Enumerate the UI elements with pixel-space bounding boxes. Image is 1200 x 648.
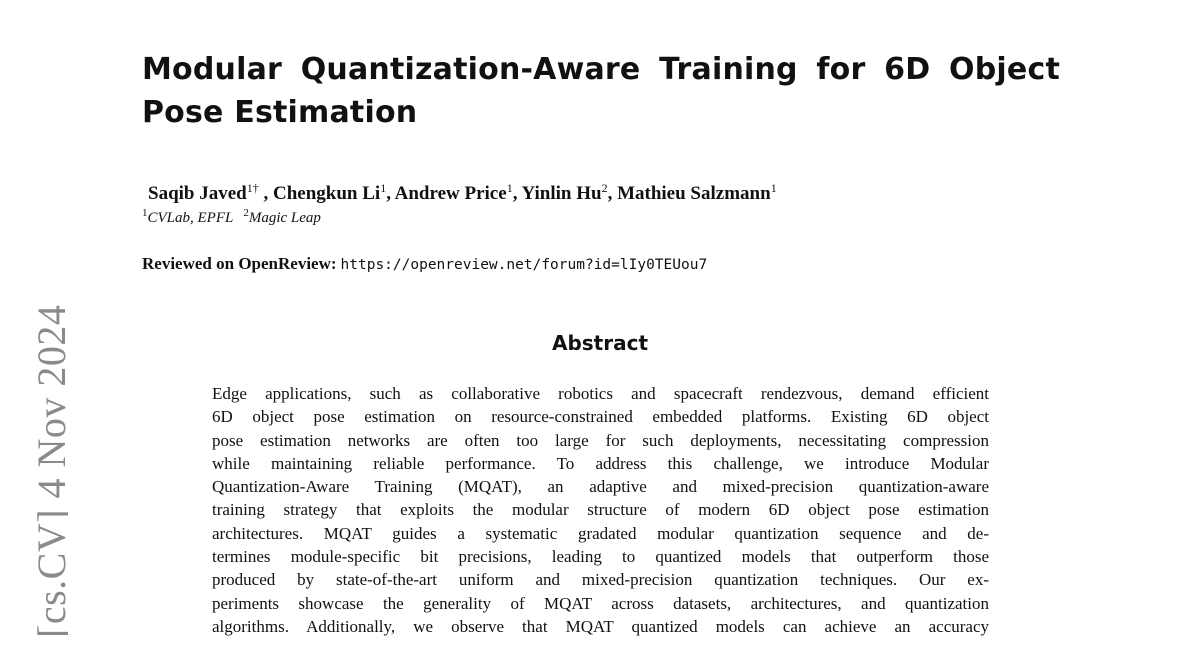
abstract-line: architectures. MQAT guides a systematic … — [212, 523, 989, 543]
author-name: Saqib Javed — [148, 183, 247, 204]
abstract-line: termines module-specific bit precisions,… — [212, 547, 989, 567]
author-affiliation-mark: 1† — [246, 181, 259, 195]
author-name: Andrew Price — [394, 183, 507, 204]
author-list: Saqib Javed1† , Chengkun Li1, Andrew Pri… — [148, 182, 777, 206]
abstract-line: produced by state-of-the-art uniform and… — [212, 570, 989, 590]
paper-title: Modular Quantization-Aware Training for … — [142, 52, 1060, 130]
author-separator: , — [386, 183, 395, 204]
abstract-line: periments showcase the generality of MQA… — [212, 593, 989, 613]
abstract-line: while maintaining reliable performance. … — [212, 453, 989, 473]
abstract-body: Edge applications, such as collaborative… — [212, 382, 989, 638]
author-affiliation-mark: 1 — [770, 181, 777, 195]
abstract-line: Edge applications, such as collaborative… — [212, 384, 989, 403]
affiliation-mark: 2 — [243, 207, 249, 219]
affiliation-mark: 1 — [142, 207, 148, 219]
affiliation-name: Magic Leap — [248, 210, 321, 226]
affiliation-list: 1CVLab, EPFL 2Magic Leap — [142, 208, 321, 228]
abstract-line: pose estimation networks are often too l… — [212, 430, 989, 450]
author-name: Chengkun Li — [272, 183, 381, 204]
review-label: Reviewed on OpenReview: — [142, 254, 337, 273]
author-name: Mathieu Salzmann — [617, 183, 771, 204]
author-affiliation-mark: 2 — [601, 181, 608, 195]
author-affiliation-mark: 1 — [506, 181, 513, 195]
author-separator: , — [607, 183, 618, 204]
abstract-line: algorithms. Additionally, we observe tha… — [212, 616, 989, 636]
author-name: Yinlin Hu — [521, 183, 602, 204]
author-separator: , — [512, 183, 522, 204]
author-affiliation-mark: 1 — [380, 181, 387, 195]
abstract-heading: Abstract — [551, 331, 649, 355]
author-separator: , — [258, 183, 273, 204]
review-line: Reviewed on OpenReview: https://openrevi… — [142, 254, 707, 274]
abstract-line: Quantization-Aware Training (MQAT), an a… — [212, 477, 989, 497]
openreview-link[interactable]: https://openreview.net/forum?id=lIy0TEUo… — [340, 257, 708, 273]
abstract-line: 6D object pose estimation on resource-co… — [212, 407, 989, 427]
abstract-line: training strategy that exploits the modu… — [212, 500, 989, 520]
affiliation-name: CVLab, EPFL — [147, 210, 234, 226]
